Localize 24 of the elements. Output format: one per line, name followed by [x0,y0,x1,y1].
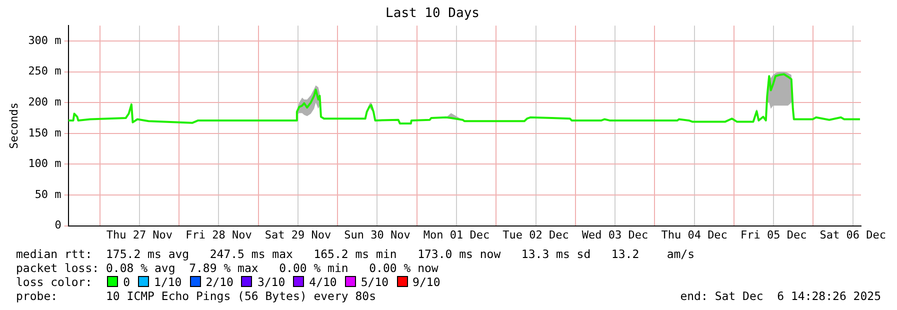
y-tick-label: 300 m [28,34,62,47]
x-tick-label: Sat 29 Nov [264,228,332,242]
x-tick-label: Thu 27 Nov [106,228,173,242]
y-tick-label: 50 m [34,188,62,201]
text: end: Sat Dec 6 14:28:26 2025 [680,289,881,303]
x-tick-label: Fri 05 Dec [740,228,807,242]
x-tick-label: Tue 02 Dec [502,228,569,242]
chart-title: Last 10 Days [386,6,480,22]
y-axis-title: Seconds [7,102,20,149]
x-tick-label: Wed 03 Dec [582,228,648,242]
text: median rtt: 175.2 ms avg 247.5 ms max 165.2 ms min 173.0 ms now 13.3 ms sd 13.2 am/s [16,247,696,261]
y-tick-label: 250 m [28,64,62,78]
x-tick-label: Mon 01 Dec [423,228,490,242]
x-tick-label: Sun 30 Nov [344,228,411,242]
text: loss color: 0 1/10 2/10 3/10 4/10 5/10 9/10 [16,275,440,289]
y-tick-label: 200 m [28,95,62,108]
text: probe: 10 ICMP Echo Pings (56 Bytes) every 80s [16,289,376,303]
x-tick-label: Fri 28 Nov [186,228,252,242]
y-tick-label: 0 [54,218,62,232]
x-tick-label: Sat 06 Dec [820,228,886,242]
text: packet loss: 0.08 % avg 7.89 % max 0.00 % min 0.00 % now [16,261,440,275]
y-tick-label: 100 m [28,157,62,170]
x-tick-label: Thu 04 Dec [661,228,728,242]
y-tick-label: 150 m [28,126,62,140]
